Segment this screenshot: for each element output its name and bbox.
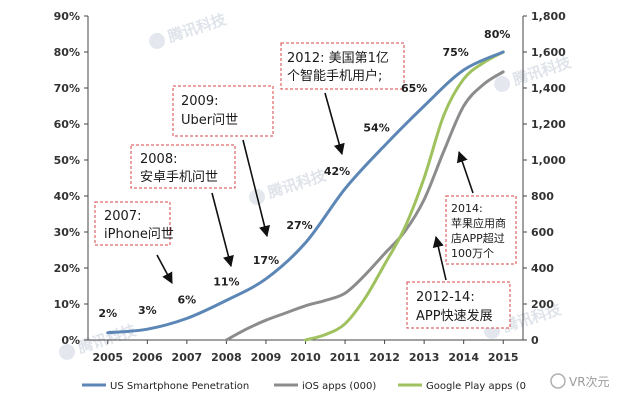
annotation-2007-line1: 2007:	[104, 209, 141, 224]
annotation-2007-arrow	[156, 254, 173, 284]
y-right-tick-label: 1,600	[531, 46, 566, 59]
y-right-tick-label: 1,200	[531, 118, 566, 131]
series-us-smartphone-penetration	[106, 50, 505, 335]
annotation-2009-arrow	[242, 139, 270, 238]
data-label: 75%	[443, 46, 469, 59]
legend-label-penetration: US Smartphone Penetration	[110, 381, 249, 392]
y-left-tick-label: 70%	[54, 82, 80, 95]
x-tick-label: 2009	[251, 351, 282, 364]
annotation-2014-line1: 2014:	[451, 202, 483, 215]
corner-logo-text: VR次元	[569, 375, 610, 389]
annotation-2012-line2: 个智能手机用户;	[287, 68, 382, 84]
y-right-tick-label: 1,400	[531, 82, 566, 95]
x-tick-label: 2011	[330, 351, 361, 364]
data-label: 17%	[253, 254, 279, 267]
annotation-2014-box	[445, 195, 517, 265]
y-right-tick-label: 400	[531, 262, 554, 275]
y-left-tick-label: 40%	[54, 190, 80, 203]
y-right-tick-label: 0	[531, 334, 539, 347]
data-labels: 2% 3% 6% 11% 17% 27% 42% 54% 65% 75% 80%	[98, 28, 510, 320]
x-axis-ticks: 2005 2006 2007 2008 2009 2010 2011 2012 2013 2014…	[92, 340, 519, 364]
x-tick-label: 2007	[172, 351, 203, 364]
watermark-text: 腾讯科技	[165, 10, 230, 46]
x-tick-label: 2014	[448, 351, 479, 364]
annotation-2012-line1: 2012: 美国第1亿	[287, 51, 389, 66]
x-tick-label: 2006	[132, 351, 163, 364]
y-left-tick-label: 0%	[61, 334, 80, 347]
series-ios-apps	[224, 70, 505, 342]
watermark-text: 腾讯科技	[265, 166, 330, 202]
annotation-2012-14-box	[406, 281, 511, 329]
y-right-tick-label: 800	[531, 190, 554, 203]
data-label: 2%	[98, 307, 117, 320]
y-left-tick-label: 20%	[54, 262, 80, 275]
y-axis-right-ticks: 0 200 400 600 800 1,000 1,200 1,400 1,600 1,800	[523, 10, 566, 347]
data-label: 42%	[324, 165, 350, 178]
y-left-tick-label: 60%	[54, 118, 80, 131]
x-tick-label: 2005	[92, 351, 123, 364]
data-label: 6%	[178, 293, 197, 306]
annotation-2014-arrow	[456, 150, 474, 194]
annotation-2007-line2: iPhone问世	[104, 227, 174, 242]
annotation-2009-box	[172, 85, 274, 137]
data-label: 3%	[138, 304, 157, 317]
annotation-2008-box	[130, 144, 236, 189]
annotation-2012-14-arrow	[432, 235, 447, 281]
y-right-tick-label: 600	[531, 226, 554, 239]
annotation-2012-box	[280, 42, 405, 90]
y-axis-left-ticks: 0% 10% 20% 30% 40% 50% 60% 70% 80% 90%	[54, 10, 88, 347]
y-left-tick-label: 10%	[54, 298, 80, 311]
y-left-tick-label: 50%	[54, 154, 80, 167]
y-left-tick-label: 90%	[54, 10, 80, 23]
x-tick-label: 2015	[488, 351, 519, 364]
y-right-tick-label: 1,800	[531, 10, 566, 23]
annotation-2014-line3: 店APP超过	[451, 231, 505, 245]
annotation-2008-line1: 2008:	[140, 152, 177, 167]
y-right-tick-label: 200	[531, 298, 554, 311]
data-label: 54%	[363, 122, 389, 135]
series-layer	[106, 50, 505, 342]
annotation-2008-line2: 安卓手机问世	[140, 170, 218, 185]
series-google-play-apps	[304, 50, 505, 342]
annotations: 2007: iPhone问世 2008: 安卓手机问世 2009: Uber问世…	[94, 42, 517, 284]
x-tick-label: 2010	[290, 351, 321, 364]
annotation-2014-line4: 100万个	[451, 247, 494, 260]
annotation-2012-arrow	[324, 92, 345, 156]
annotation-2014-line2: 苹果应用商	[451, 216, 506, 230]
annotation-2012-14-line2: APP快速发展	[416, 308, 493, 324]
legend-label-ios: iOS apps (000)	[302, 381, 376, 392]
data-label: 65%	[401, 82, 427, 95]
x-tick-label: 2012	[369, 351, 400, 364]
annotation-2009-line2: Uber问世	[181, 113, 238, 128]
x-tick-label: 2013	[409, 351, 440, 364]
annotation-2007-box	[94, 201, 171, 246]
x-tick-label: 2008	[211, 351, 242, 364]
data-label: 80%	[484, 28, 510, 41]
legend: US Smartphone Penetration iOS apps (000)…	[82, 381, 526, 392]
corner-logo: VR次元	[550, 373, 610, 389]
y-left-tick-label: 30%	[54, 226, 80, 239]
annotation-2012-14-line1: 2012-14:	[416, 290, 475, 305]
legend-label-googleplay: Google Play apps (0	[426, 381, 526, 392]
annotation-2008-arrow	[211, 192, 234, 268]
data-label: 27%	[286, 219, 312, 232]
corner-logo-icon	[550, 373, 566, 389]
annotation-2009-line1: 2009:	[181, 94, 218, 109]
y-right-tick-label: 1,000	[531, 154, 566, 167]
data-label: 11%	[213, 275, 239, 288]
annotation-2012-14: 2012-14: APP快速发展	[406, 235, 511, 329]
y-left-tick-label: 80%	[54, 46, 80, 59]
